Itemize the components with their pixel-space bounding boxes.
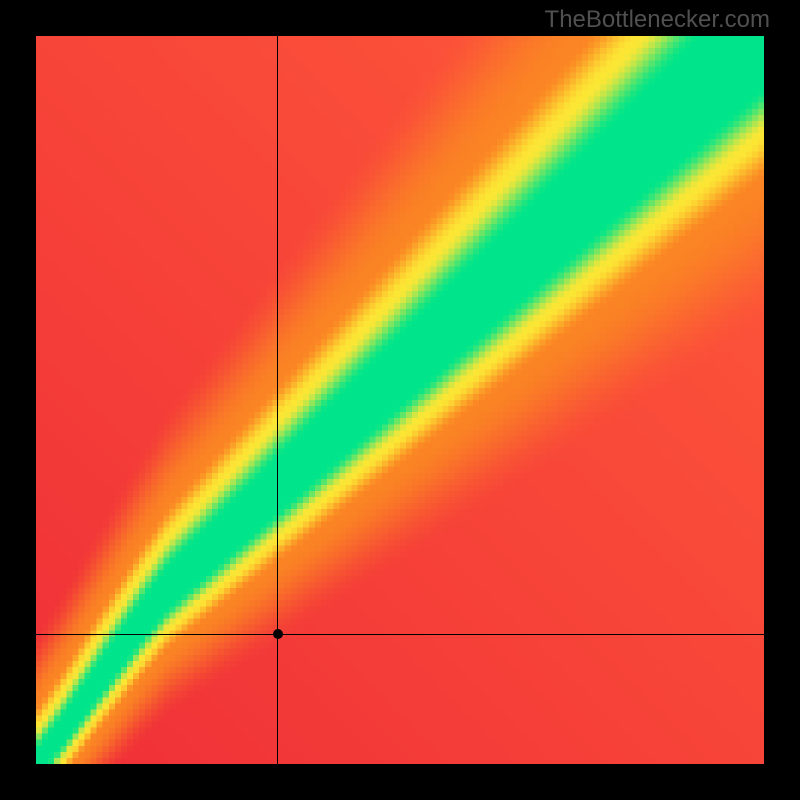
- watermark-text: TheBottlenecker.com: [545, 6, 770, 34]
- bottleneck-heatmap-container: { "watermark": { "text": "TheBottlenecke…: [0, 0, 800, 800]
- bottleneck-heatmap-canvas: [36, 36, 764, 764]
